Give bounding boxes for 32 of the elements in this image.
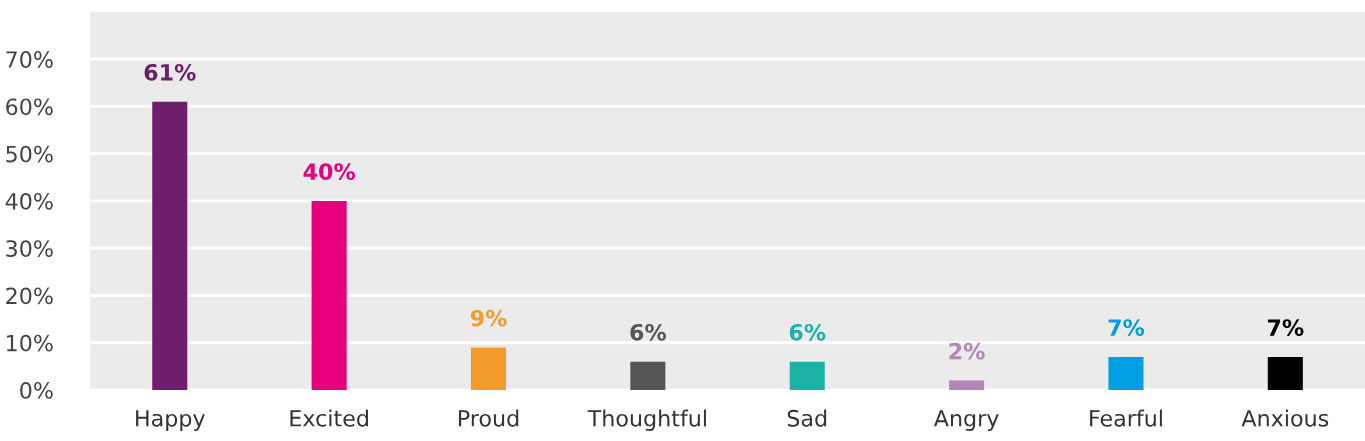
y-tick-label: 60% bbox=[6, 98, 53, 116]
bar bbox=[789, 361, 825, 391]
bar bbox=[152, 101, 188, 391]
x-tick-label: Angry bbox=[933, 410, 999, 431]
x-tick-label: Thoughtful bbox=[587, 409, 706, 431]
bar bbox=[1108, 356, 1144, 391]
data-label: 7% bbox=[1267, 319, 1304, 336]
y-tick-label: 40% bbox=[5, 192, 53, 210]
x-tick-label: Proud bbox=[458, 409, 519, 427]
bar bbox=[1267, 356, 1303, 391]
bar bbox=[630, 361, 666, 391]
y-tick-label: 30% bbox=[6, 240, 53, 257]
y-tick-label: 10% bbox=[7, 334, 53, 352]
data-label: 61% bbox=[144, 63, 196, 81]
x-tick-label: Fearful bbox=[1090, 409, 1162, 427]
bar bbox=[470, 347, 507, 391]
x-tick-label: Sad bbox=[787, 409, 827, 427]
x-tick-label: Excited bbox=[290, 409, 368, 427]
y-tick-label: 20% bbox=[6, 287, 53, 305]
data-label: 7% bbox=[1108, 319, 1145, 336]
x-tick-label: Anxious bbox=[1241, 409, 1329, 427]
data-label: 6% bbox=[789, 323, 826, 341]
data-label: 6% bbox=[630, 323, 667, 341]
y-tick-label: 70% bbox=[6, 51, 53, 68]
data-label: 2% bbox=[949, 342, 985, 360]
y-tick-label: 50% bbox=[6, 145, 53, 163]
bar bbox=[311, 200, 347, 391]
data-label: 40% bbox=[303, 163, 356, 180]
data-label: 9% bbox=[470, 309, 507, 327]
bar bbox=[949, 380, 985, 391]
x-tick-label: Happy bbox=[136, 410, 205, 431]
y-tick-label: 0% bbox=[20, 381, 53, 399]
